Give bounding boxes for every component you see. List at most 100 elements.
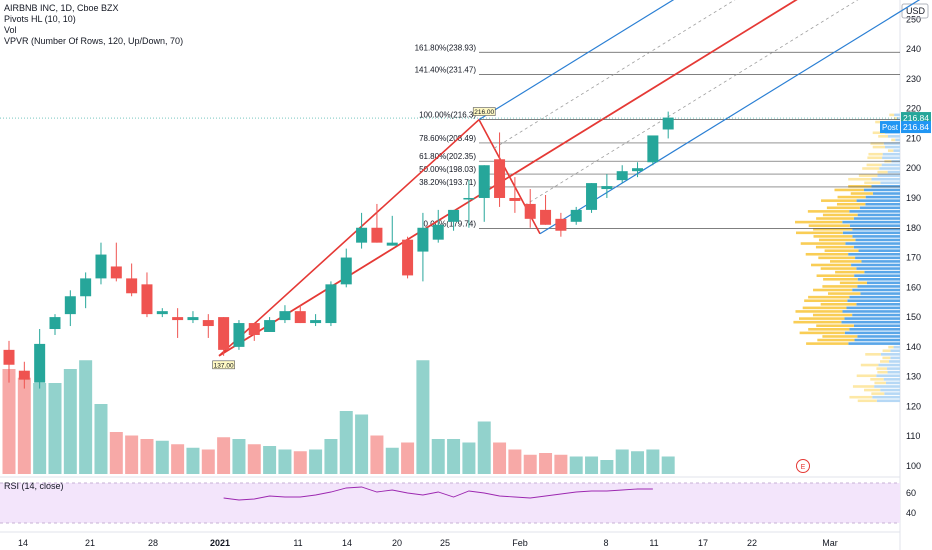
vpvr-row-up [881, 163, 900, 167]
volume-bar [401, 442, 415, 474]
candle-body [509, 197, 521, 201]
volume-bar [140, 439, 154, 474]
vpvr-row-down [822, 285, 858, 288]
vpvr-row-up [858, 249, 900, 252]
price-tick-label: 220 [906, 104, 921, 114]
volume-bar [2, 369, 16, 474]
volume-bar [217, 437, 231, 474]
vpvr-row-down [880, 360, 890, 363]
vpvr-row-down [818, 256, 856, 260]
volume-bar [646, 449, 660, 474]
vpvr-row-up [871, 177, 900, 181]
volume-bar [631, 451, 645, 474]
volume-bar [355, 414, 369, 474]
vpvr-row-down [812, 313, 853, 317]
rsi-legend[interactable]: RSI (14, close) [4, 481, 64, 491]
indicator-volume[interactable]: Vol [4, 25, 17, 35]
vpvr-row-up [856, 199, 900, 202]
vpvr-row-up [852, 235, 900, 238]
volume-bar [125, 435, 139, 474]
price-tick-label: 130 [906, 372, 921, 382]
volume-bar [33, 383, 47, 474]
vpvr-row-down [824, 249, 859, 252]
vpvr-row-up [853, 217, 900, 220]
indicator-pivots[interactable]: Pivots HL (10, 10) [4, 14, 76, 24]
vpvr-row-up [852, 227, 900, 231]
candle-body [95, 254, 107, 279]
time-tick-label: 11 [293, 538, 302, 548]
vpvr-row-down [793, 320, 842, 324]
vpvr-row-down [848, 185, 872, 188]
vpvr-row-down [821, 199, 857, 202]
candle-body [141, 284, 153, 315]
post-tag [880, 121, 900, 134]
vpvr-row-up [883, 378, 900, 381]
candle-body [294, 311, 306, 324]
volume-bar [339, 411, 353, 474]
vpvr-row-down [820, 267, 857, 270]
fib-level-label: 50.00%(198.03) [419, 165, 476, 174]
vpvr-row-down [864, 181, 881, 185]
candle-body [494, 159, 506, 198]
vpvr-row-up [849, 224, 900, 227]
vpvr-row-up [884, 392, 900, 395]
indicator-vpvr[interactable]: VPVR (Number Of Rows, 120, Up/Down, 70) [4, 36, 184, 46]
candle-body [340, 257, 352, 285]
candle-body [356, 227, 368, 243]
vpvr-row-up [894, 113, 900, 117]
price-tick-label: 190 [906, 193, 921, 203]
vpvr-row-up [841, 320, 900, 324]
volume-bar [569, 456, 583, 474]
post-price-tag [901, 121, 931, 134]
candle-body [586, 183, 598, 210]
pivot-label: 216.00 [474, 109, 494, 116]
vpvr-row-up [865, 195, 900, 199]
vpvr-row-down [871, 392, 885, 395]
price-tick-label: 120 [906, 401, 921, 411]
candle-body [264, 320, 276, 332]
time-tick-label: 14 [18, 538, 28, 548]
vpvr-row-up [879, 167, 900, 170]
vpvr-row-down [817, 338, 855, 342]
volume-bar [278, 449, 292, 474]
volume-bar [416, 360, 430, 474]
vpvr-row-down [804, 299, 848, 303]
candle-body [202, 320, 214, 327]
volume-bar [17, 377, 31, 474]
fib-level-label: 141.40%(231.47) [415, 65, 477, 74]
vpvr-row-down [877, 170, 888, 174]
vpvr-row-up [849, 210, 900, 213]
candle-body [172, 317, 184, 321]
vpvr-row-up [893, 149, 900, 152]
volume-bar [109, 432, 123, 474]
price-tick-label: 230 [906, 74, 921, 84]
vpvr-row-down [813, 235, 853, 238]
vpvr-row-up [880, 388, 900, 392]
candle-body [248, 323, 260, 335]
vpvr-row-down [820, 302, 857, 306]
volume-bar [447, 439, 461, 474]
candle-body [540, 209, 552, 225]
vpvr-row-up [847, 299, 900, 303]
vpvr-row-up [860, 292, 900, 295]
candle-body [647, 135, 659, 163]
candle-body [187, 317, 199, 321]
vpvr-row-down [816, 274, 855, 278]
vpvr-row-down [818, 238, 856, 242]
vpvr-row-up [849, 295, 900, 299]
vpvr-row-down [835, 270, 865, 274]
time-tick-label: Mar [822, 538, 838, 548]
volume-bar [171, 444, 185, 474]
time-tick-label: 25 [440, 538, 450, 548]
vpvr-row-down [808, 224, 850, 227]
vpvr-row-up [882, 156, 900, 160]
time-tick-label: 22 [747, 538, 757, 548]
fib-level-label: 0.00%(179.74) [424, 220, 477, 229]
candle-body [310, 320, 322, 324]
earnings-label: E [801, 464, 806, 471]
vpvr-row-down [806, 342, 849, 345]
candle-body [448, 209, 460, 222]
vpvr-row-down [811, 263, 852, 267]
vpvr-row-down [848, 177, 872, 181]
